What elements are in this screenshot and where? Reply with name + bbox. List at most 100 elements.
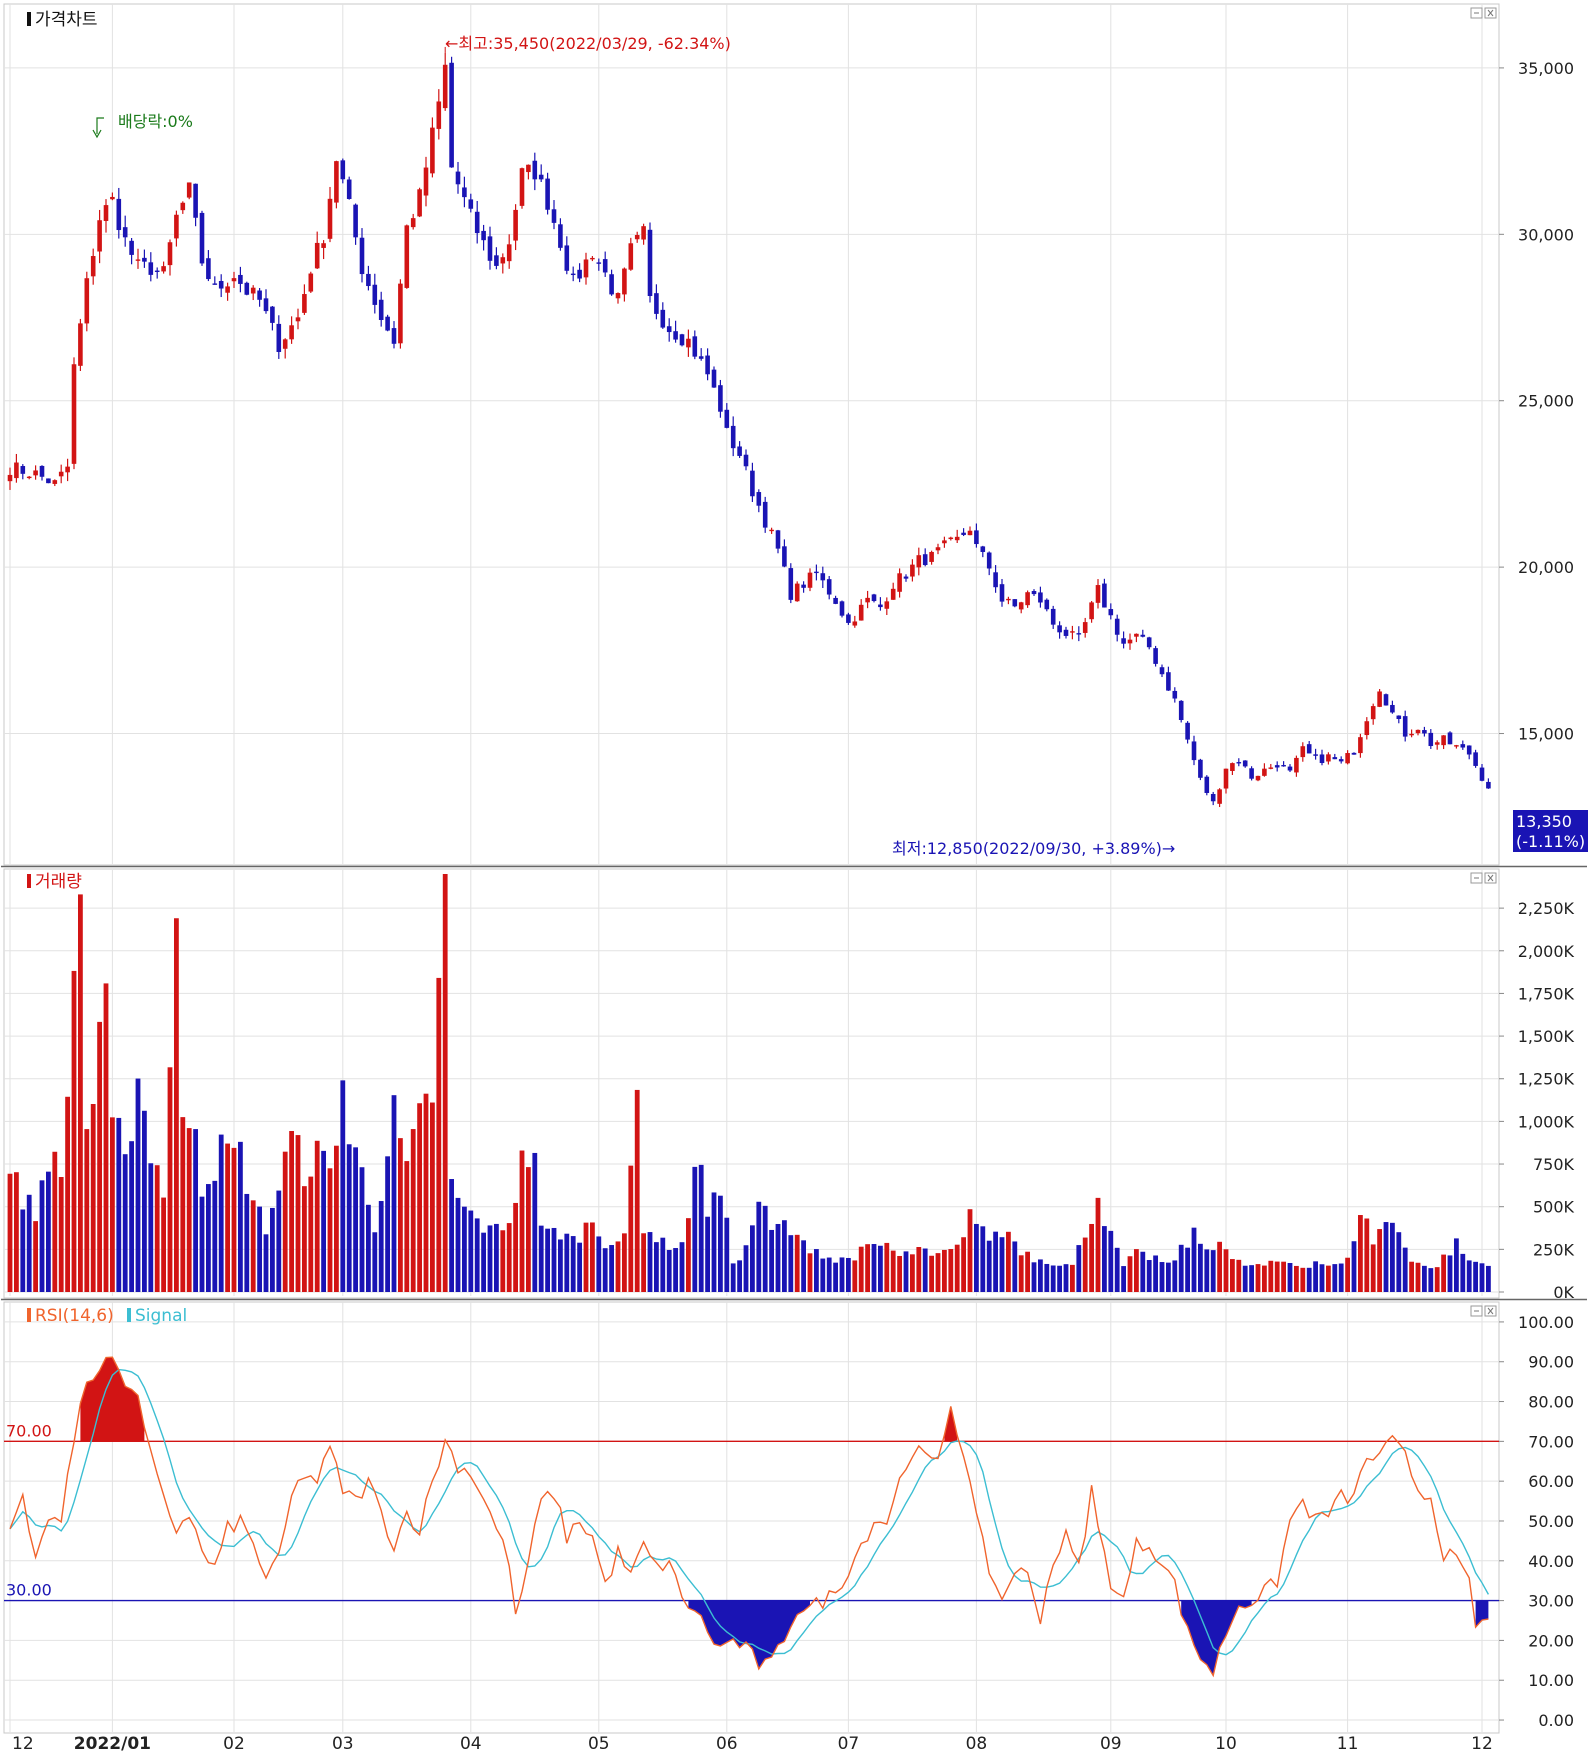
volume-panel-buttons[interactable] — [1470, 872, 1497, 884]
candle — [1121, 631, 1126, 649]
y-tick-label: 10.00 — [1528, 1671, 1574, 1690]
rsi-overbought-fill — [944, 1406, 958, 1442]
volume-bar — [353, 1147, 358, 1292]
volume-bar — [788, 1235, 794, 1292]
volume-bar — [494, 1223, 499, 1292]
candle — [423, 156, 429, 207]
candle — [103, 199, 109, 233]
volume-bar — [756, 1201, 762, 1292]
x-tick-label: 12 — [12, 1734, 34, 1754]
volume-bar — [596, 1236, 602, 1292]
volume-bar — [314, 1140, 320, 1292]
volume-bar — [58, 1177, 64, 1292]
volume-bar — [654, 1242, 659, 1292]
volume-bar — [1313, 1261, 1318, 1292]
x-tick-label: 06 — [716, 1734, 738, 1754]
volume-bar — [910, 1254, 915, 1292]
candle — [1114, 614, 1120, 642]
candle — [199, 210, 205, 266]
candle — [212, 276, 218, 285]
candle — [647, 222, 653, 303]
candle — [910, 559, 915, 582]
volume-bar — [1281, 1261, 1286, 1292]
volume-bar — [1479, 1263, 1485, 1292]
candle — [1306, 741, 1312, 754]
volume-bar — [1095, 1197, 1101, 1292]
candle — [346, 176, 352, 200]
candle — [1255, 775, 1261, 782]
volume-bar — [1370, 1244, 1376, 1292]
candle — [903, 574, 909, 582]
y-tick-label: 1,250K — [1518, 1070, 1575, 1089]
volume-bar — [1473, 1261, 1478, 1292]
volume-bar — [564, 1233, 570, 1292]
candle — [538, 164, 544, 182]
volume-bar — [1166, 1262, 1171, 1292]
volume-bar — [186, 1128, 192, 1292]
volume-bar — [1377, 1229, 1382, 1292]
volume-bar — [122, 1154, 128, 1292]
candle — [455, 161, 461, 194]
candle — [794, 581, 800, 602]
volume-bar — [506, 1223, 512, 1292]
y-tick-label: 20.00 — [1528, 1631, 1574, 1650]
volume-bar — [718, 1195, 723, 1292]
volume-bar — [487, 1225, 493, 1292]
volume-bar — [967, 1209, 973, 1292]
candle — [519, 167, 525, 209]
y-tick-label: 30,000 — [1518, 225, 1574, 244]
volume-bar — [225, 1143, 230, 1292]
volume-bar — [673, 1248, 678, 1292]
candle — [90, 248, 96, 285]
price-panel-buttons[interactable] — [1470, 7, 1497, 19]
candle — [1358, 733, 1363, 758]
candle — [660, 302, 666, 329]
candle — [986, 551, 992, 576]
lower-level-label: 30.00 — [6, 1581, 52, 1600]
volume-bar — [218, 1134, 224, 1292]
volume-bar — [244, 1193, 250, 1292]
volume-bar — [513, 1202, 518, 1292]
volume-bar — [231, 1147, 237, 1292]
candle — [532, 152, 538, 191]
candle — [929, 550, 934, 565]
candle — [558, 218, 563, 251]
candle — [244, 281, 250, 296]
rsi-panel-buttons[interactable] — [1470, 1305, 1497, 1317]
candle — [622, 267, 627, 302]
volume-bar — [1441, 1254, 1446, 1292]
volume-bar — [922, 1248, 928, 1292]
x-tick-label: 2022/01 — [74, 1734, 151, 1754]
volume-bar — [1332, 1264, 1338, 1292]
candle — [78, 318, 83, 371]
candle — [1441, 735, 1446, 750]
volume-bar — [289, 1131, 294, 1292]
price-panel-title: 가격차트 — [27, 10, 98, 30]
rsi-oversold-fill — [1181, 1600, 1252, 1676]
volume-bar — [954, 1244, 960, 1292]
candle — [474, 200, 480, 244]
candle — [193, 183, 198, 227]
volume-bar — [1185, 1247, 1190, 1292]
candle — [1217, 788, 1222, 808]
candle — [1210, 791, 1216, 806]
y-tick-label: 1,000K — [1518, 1112, 1575, 1131]
x-tick-label: 07 — [838, 1734, 860, 1754]
volume-bar — [890, 1250, 896, 1292]
volume-bar — [1486, 1265, 1491, 1292]
candle — [1089, 601, 1094, 623]
volume-bar — [942, 1249, 947, 1292]
candle — [500, 253, 506, 274]
volume-bar — [84, 1129, 90, 1292]
volume-bar — [282, 1151, 288, 1292]
candle — [33, 465, 38, 480]
volume-bar — [1460, 1253, 1466, 1292]
volume-bar — [250, 1200, 256, 1292]
volume-bar — [558, 1239, 563, 1292]
candle — [1006, 596, 1011, 605]
candle — [743, 449, 749, 471]
candle — [481, 224, 486, 251]
volume-bar — [1063, 1264, 1069, 1292]
candle — [410, 213, 416, 230]
volume-bar — [1012, 1241, 1018, 1292]
